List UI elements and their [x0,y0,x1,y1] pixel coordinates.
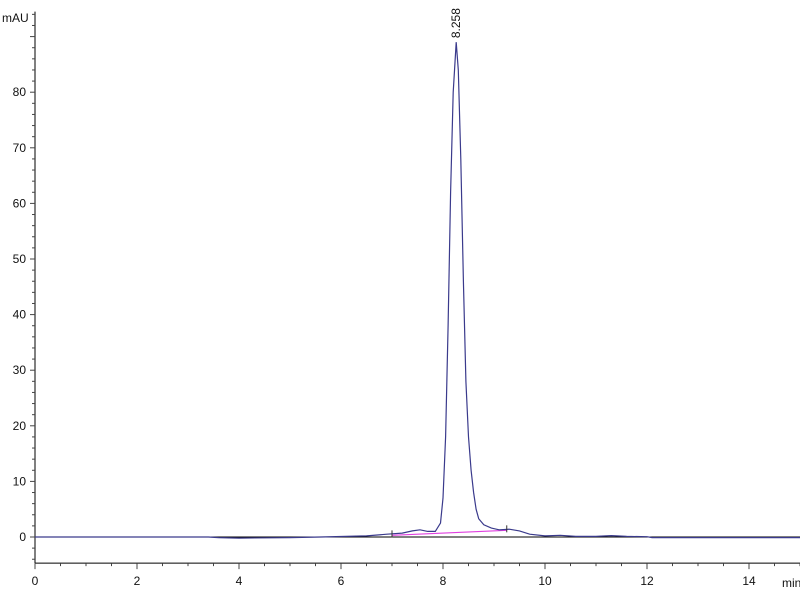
annotations: 8.258 [449,8,463,38]
y-tick-label: 10 [13,474,27,488]
axes [34,11,800,564]
x-tick-label: 14 [742,574,756,588]
x-tick-label: 0 [32,574,39,588]
signal-trace [35,42,800,539]
y-axis-label: mAU [2,11,29,25]
y-tick-label: 20 [13,419,27,433]
y-tick-label: 70 [13,141,27,155]
y-tick-label: 50 [13,252,27,266]
x-tick-label: 12 [640,574,654,588]
x-tick-label: 2 [134,574,141,588]
x-tick-label: 4 [236,574,243,588]
peak-label: 8.258 [449,8,463,38]
x-axis-label: min [782,576,800,590]
y-tick-label: 0 [19,530,26,544]
x-tick-label: 6 [338,574,345,588]
integration-marks [391,525,508,538]
x-tick-label: 10 [538,574,552,588]
ticks: 0 10 20 30 40 50 60 70 80 0 2 4 6 8 10 12 14 [13,13,800,588]
x-tick-label: 8 [440,574,447,588]
y-tick-label: 40 [13,308,27,322]
y-tick-label: 60 [13,196,27,210]
y-tick-label: 30 [13,363,27,377]
y-tick-label: 80 [13,85,27,99]
integration-baseline [391,529,507,536]
